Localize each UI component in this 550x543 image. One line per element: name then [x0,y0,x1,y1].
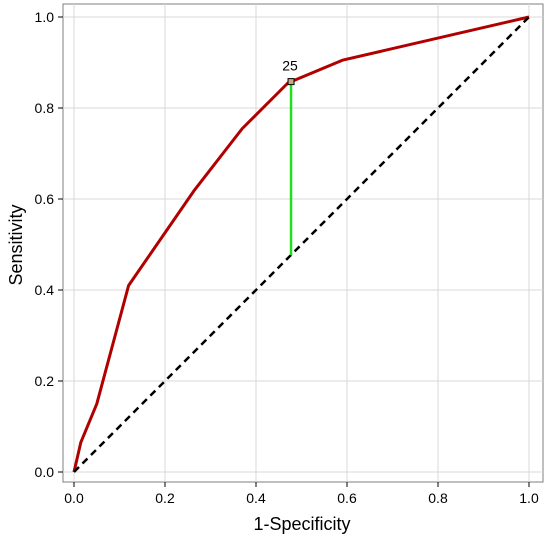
x-tick-label-5: 1.0 [519,490,539,506]
series-layer [72,15,530,473]
cutoff-marker [287,78,295,86]
x-axis-title: 1-Specificity [253,514,350,534]
x-tick-label-2: 0.4 [246,490,266,506]
x-tick-label-1: 0.2 [155,490,175,506]
x-tick-label-3: 0.6 [337,490,357,506]
y-tick-label-4: 0.8 [35,100,55,116]
x-tick-label-0: 0.0 [64,490,84,506]
y-tick-label-5: 1.0 [35,9,55,25]
y-tick-label-2: 0.4 [35,282,55,298]
y-axis-ticks: 0.0 0.2 0.4 0.6 0.8 1.0 [35,9,63,480]
y-axis-title: Sensitivity [6,204,26,285]
y-tick-label-1: 0.2 [35,373,55,389]
roc-curve-line [72,15,530,473]
x-tick-label-4: 0.8 [428,490,448,506]
x-axis-ticks: 0.0 0.2 0.4 0.6 0.8 1.0 [64,482,539,506]
y-tick-label-3: 0.6 [35,191,55,207]
annotation-layer: 25 [282,58,298,255]
y-tick-label-0: 0.0 [35,464,55,480]
grid-lines [63,4,543,482]
cutoff-label: 25 [282,58,298,74]
